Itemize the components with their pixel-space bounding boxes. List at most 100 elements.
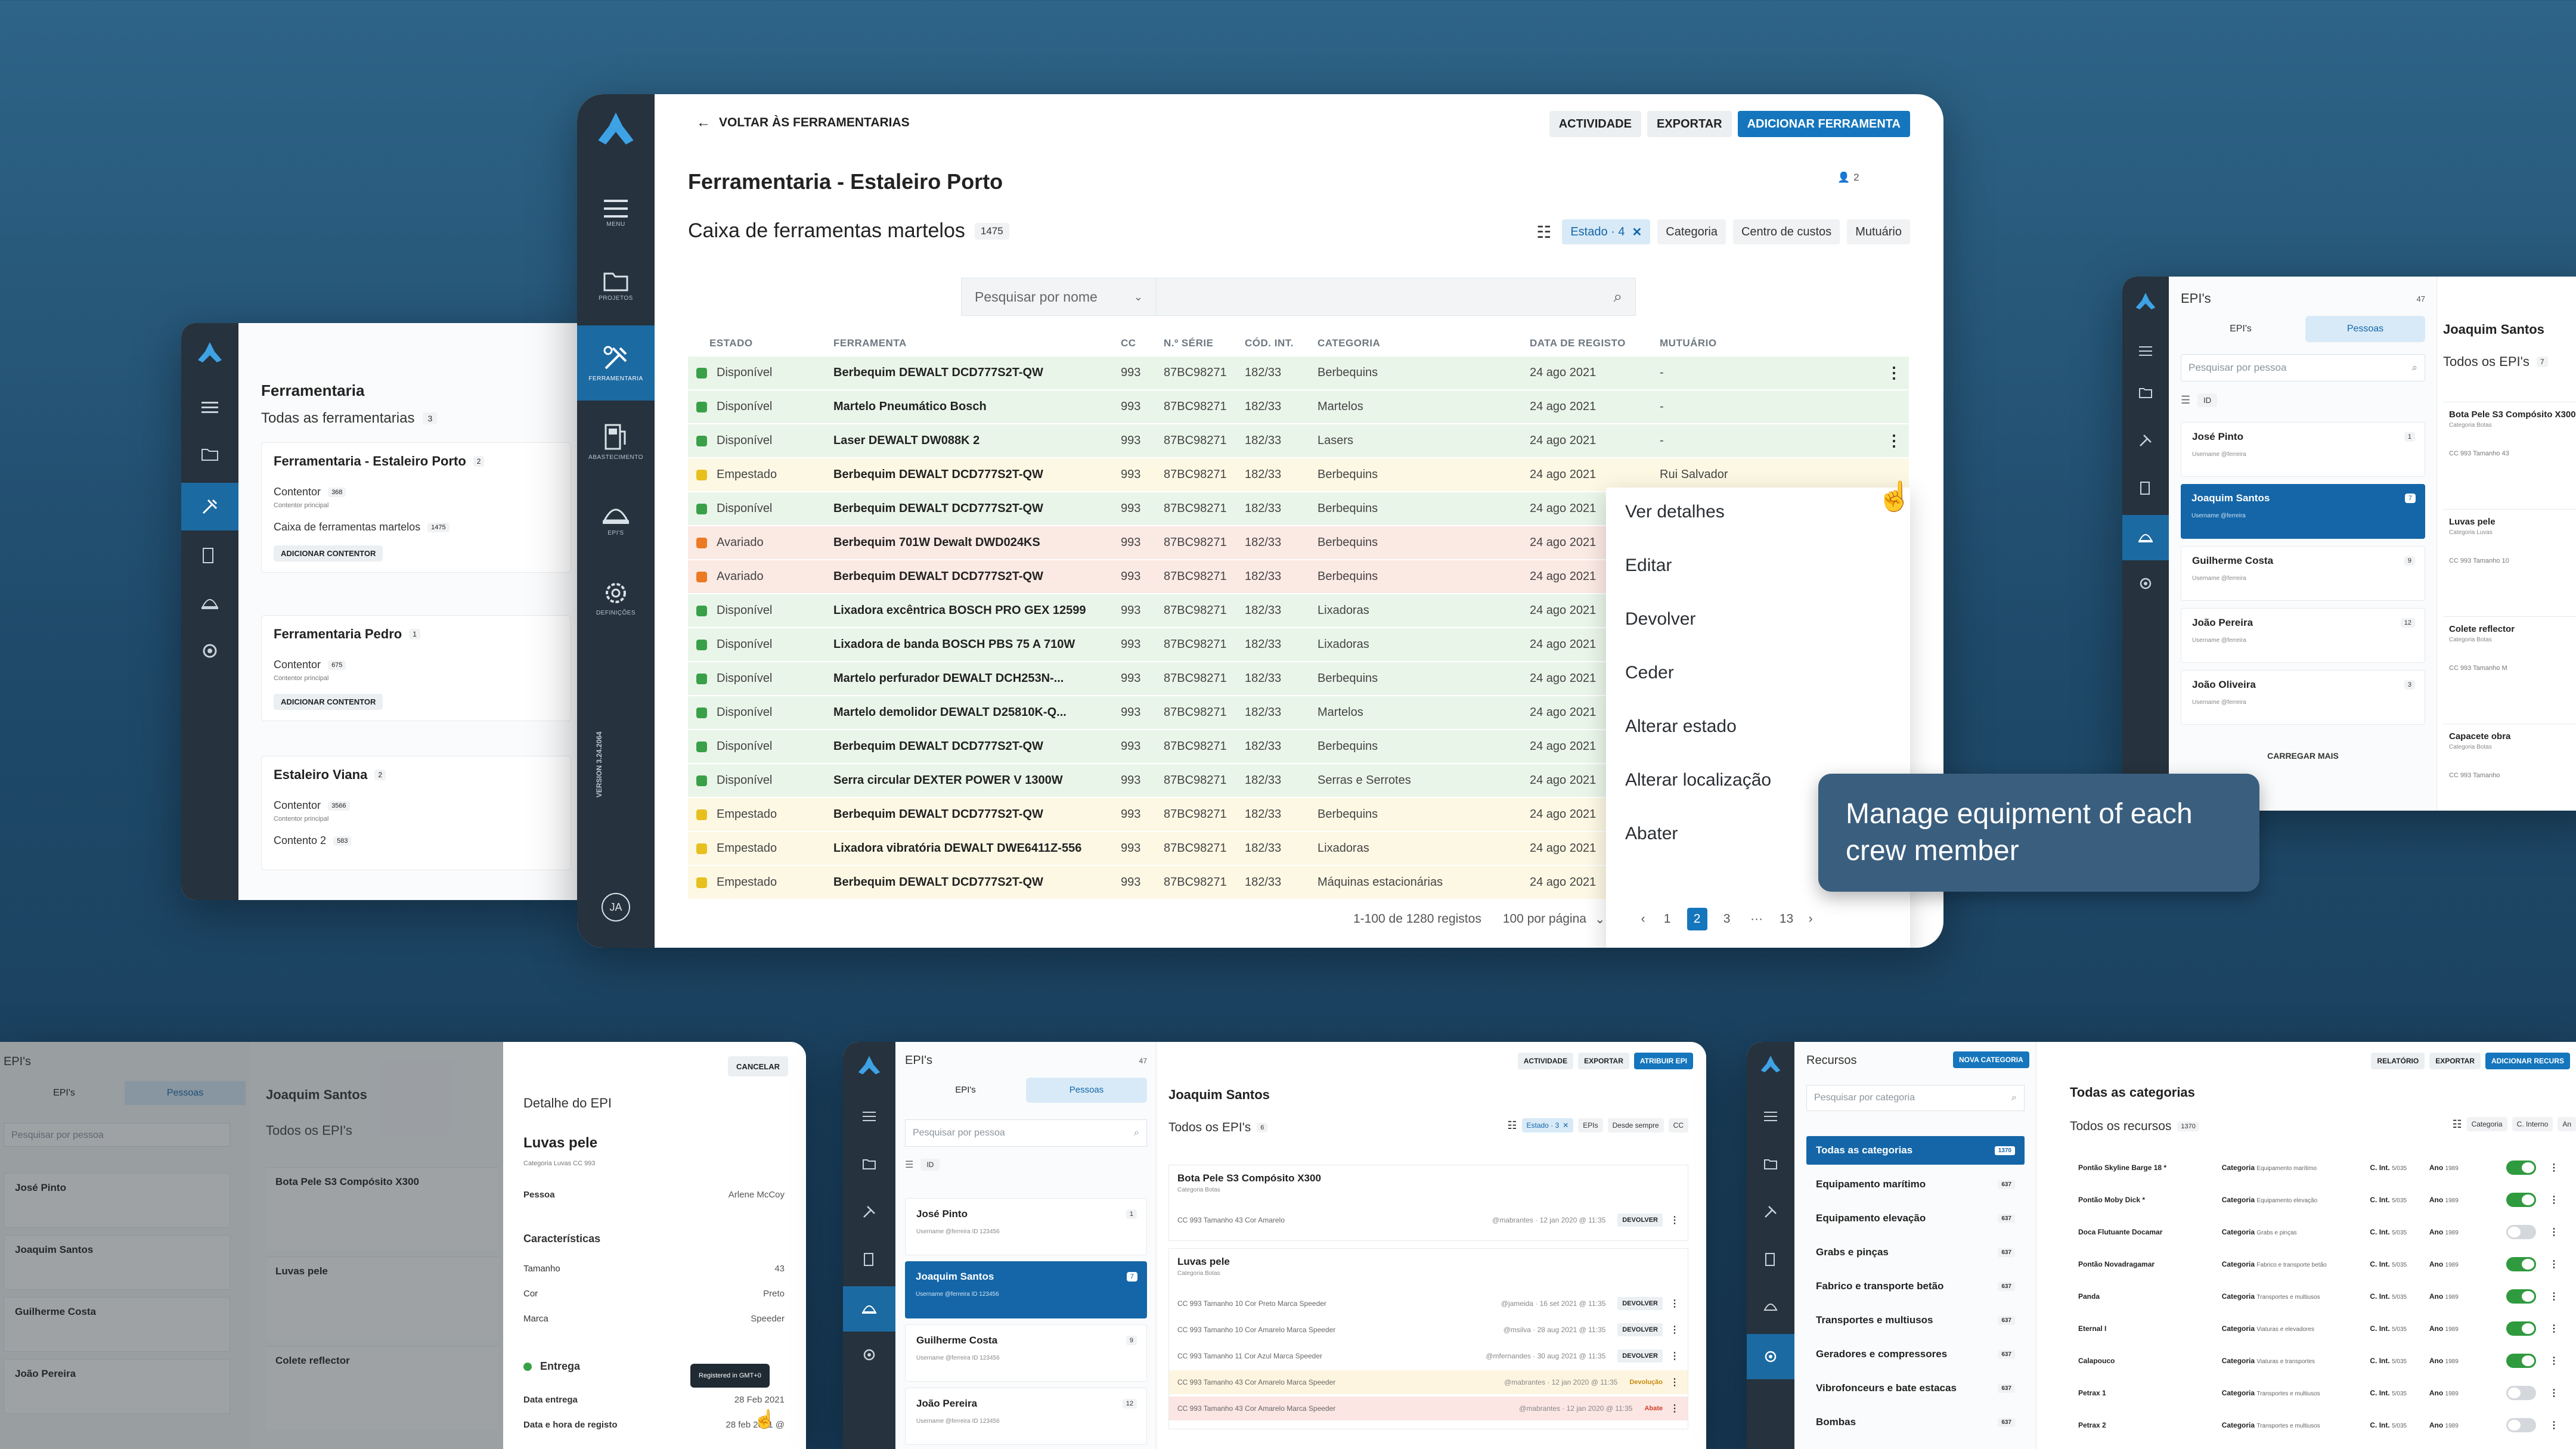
assignment-row[interactable]: CC 993 Tamanho 10 Cor Preto Marca Speede… xyxy=(1169,1292,1688,1315)
col-categoria[interactable]: CATEGORIA xyxy=(1318,337,1381,349)
helmet-icon[interactable] xyxy=(843,1286,895,1332)
epi-card[interactable]: Colete reflector xyxy=(266,1346,498,1429)
export-button[interactable]: EXPORTAR xyxy=(1578,1053,1629,1069)
status-toggle[interactable] xyxy=(2506,1225,2537,1239)
assign-epi-button[interactable]: ATRIBUIR EPI xyxy=(1633,1053,1693,1069)
resource-row[interactable]: Petrax 2 Categoria Transportes e multiuso… xyxy=(2070,1410,2559,1440)
more-icon[interactable]: ⋮ xyxy=(1670,1404,1679,1414)
menu-item[interactable]: Editar xyxy=(1625,556,1672,575)
folder-icon[interactable] xyxy=(1747,1149,1794,1179)
col-ferramenta[interactable]: FERRAMENTA xyxy=(833,337,907,349)
category-item[interactable]: Equipamento marítimo 637 xyxy=(1806,1170,2025,1199)
menu-icon[interactable] xyxy=(181,390,238,426)
resource-row[interactable]: Panda Categoria Transportes e multiusos C.… xyxy=(2070,1282,2559,1311)
helmet-icon[interactable] xyxy=(1747,1292,1794,1322)
id-chip[interactable]: ID xyxy=(920,1159,940,1171)
prev-page-icon[interactable]: ‹ xyxy=(1641,912,1645,926)
export-button[interactable]: EXPORTAR xyxy=(1647,111,1732,137)
tab-epis[interactable]: EPI's xyxy=(53,1088,75,1098)
resource-row[interactable]: Pontão Moby Dick * Categoria Equipamento … xyxy=(2070,1185,2559,1215)
folder-icon[interactable] xyxy=(181,436,238,472)
category-item[interactable]: Geradores e compressores 637 xyxy=(1806,1340,2025,1369)
assignment-row[interactable]: CC 993 Tamanho 43 Cor Amarelo Marca Spee… xyxy=(1169,1370,1688,1394)
tools-icon[interactable]: FERRAMENTARIA xyxy=(577,325,655,401)
assignment-row[interactable]: CC 993 Tamanho 43 Cor Amarelo Marca Spee… xyxy=(1169,1397,1688,1420)
epis-filter-chip[interactable]: EPIs xyxy=(1578,1118,1603,1132)
users-badge[interactable]: 👤 2 xyxy=(1837,172,1859,183)
ano-filter-chip[interactable]: An xyxy=(2558,1117,2576,1131)
col-cc[interactable]: CC xyxy=(1121,337,1136,349)
fuel-icon[interactable] xyxy=(1747,1245,1794,1274)
folder-icon[interactable] xyxy=(2122,378,2169,408)
epi-card[interactable]: Luvas pele Categoria Luvas CC 993 Tamanho … xyxy=(2443,509,2576,604)
more-icon[interactable]: ⋮ xyxy=(1670,1215,1679,1225)
more-icon[interactable]: ⋮ xyxy=(2549,1420,2559,1431)
category-item[interactable]: Vibrofonceurs e bate estacas 637 xyxy=(1806,1374,2025,1403)
assignment-row[interactable]: CC 993 Tamanho 11 Cor Azul Marca Speeder… xyxy=(1169,1344,1688,1368)
resource-row[interactable]: Pontão Skyline Barge 18 * Categoria Equip… xyxy=(2070,1153,2559,1183)
next-page-icon[interactable]: › xyxy=(1808,912,1813,926)
report-button[interactable]: RELATÓRIO xyxy=(2371,1053,2425,1069)
filter-icon[interactable]: ☷ xyxy=(1507,1119,1517,1131)
epi-card[interactable]: Bota Pele S3 Compósito X300 Categoria Bot… xyxy=(2443,402,2576,497)
resource-row[interactable]: Doca Flutuante Docamar Categoria Grabs e … xyxy=(2070,1217,2559,1247)
person-card[interactable]: Guilherme Costa xyxy=(4,1297,230,1352)
status-toggle[interactable] xyxy=(2506,1386,2537,1400)
col-mutuario[interactable]: MUTUÁRIO xyxy=(1660,337,1717,349)
export-button[interactable]: EXPORTAR xyxy=(2429,1053,2481,1069)
helmet-icon[interactable]: EPI'S xyxy=(577,488,655,553)
return-button[interactable]: DEVOLVER xyxy=(1617,1214,1663,1227)
col-serie[interactable]: N.º SÉRIE xyxy=(1164,337,1214,349)
person-card[interactable]: José Pinto Username @ferreira 1 xyxy=(2181,422,2425,477)
cc-filter-chip[interactable]: CC xyxy=(1668,1118,1688,1132)
estado-filter-chip[interactable]: Estado · 4 ✕ xyxy=(1562,219,1651,244)
person-card[interactable]: João Pereira Username @ferreira 12 xyxy=(2181,608,2425,663)
more-icon[interactable]: ⋮ xyxy=(1670,1377,1679,1388)
gear-icon[interactable]: DEFINIÇÕES xyxy=(577,565,655,631)
menu-item[interactable]: Abater xyxy=(1625,824,1678,843)
return-button[interactable]: DEVOLVER xyxy=(1617,1297,1663,1310)
container-item[interactable]: Caixa de ferramentas martelos 1475 xyxy=(274,521,559,533)
tools-icon[interactable] xyxy=(2122,426,2169,455)
more-icon[interactable]: ⋮ xyxy=(2549,1324,2559,1334)
table-row[interactable]: Disponível Laser DEWALT DW088K 2 993 87BC98… xyxy=(688,424,1909,457)
menu-item[interactable]: Ceder xyxy=(1625,663,1674,682)
helmet-icon[interactable] xyxy=(2122,515,2169,560)
tools-icon[interactable] xyxy=(843,1197,895,1227)
close-icon[interactable]: ✕ xyxy=(1563,1121,1569,1130)
status-toggle[interactable] xyxy=(2506,1354,2537,1368)
menu-icon[interactable] xyxy=(1747,1102,1794,1131)
person-card[interactable]: José Pinto Username @ferreira ID 123456 1 xyxy=(905,1198,1147,1255)
tool-room-card[interactable]: Estaleiro Viana 2 Contentor 3566 Contentor p… xyxy=(261,756,571,870)
category-search-input[interactable]: Pesquisar por categoria ⌕ xyxy=(1806,1085,2025,1111)
category-item[interactable]: Grabs e pinças 637 xyxy=(1806,1238,2025,1267)
person-card[interactable]: João Oliveira Username @ferreira 3 xyxy=(2181,670,2425,725)
category-item[interactable]: Todas as categorias 1370 xyxy=(1806,1136,2025,1165)
tools-icon[interactable] xyxy=(1747,1197,1794,1227)
page-button[interactable]: ··· xyxy=(1750,912,1763,926)
container-item[interactable]: Contentor 368 Contentor principal xyxy=(274,486,559,509)
col-data[interactable]: DATA DE REGISTO xyxy=(1530,337,1626,349)
container-item[interactable]: Contento 2 583 xyxy=(274,834,559,847)
resource-row[interactable]: Petrax 1 Categoria Transportes e multiuso… xyxy=(2070,1378,2559,1408)
cancel-button[interactable]: CANCELAR xyxy=(728,1056,788,1076)
page-button[interactable]: 2 xyxy=(1687,908,1707,930)
more-icon[interactable]: ⋮ xyxy=(1670,1325,1679,1335)
more-icon[interactable]: ⋮ xyxy=(2549,1388,2559,1398)
epi-card[interactable]: Bota Pele S3 Compósito X300 Categoria Bot… xyxy=(1168,1165,1688,1241)
tab-pessoas[interactable]: Pessoas xyxy=(125,1081,246,1105)
tab-epis[interactable]: EPI's xyxy=(955,1085,976,1095)
gear-icon[interactable] xyxy=(1747,1334,1794,1379)
filter-icon[interactable]: ☰ xyxy=(2181,394,2191,406)
assignment-row[interactable]: CC 993 Tamanho 10 Cor Amarelo Marca Spee… xyxy=(1169,1318,1688,1342)
more-icon[interactable]: ⋮ xyxy=(2549,1163,2559,1173)
activity-button[interactable]: ACTIVIDADE xyxy=(1517,1053,1574,1069)
resource-row[interactable]: Calapouco Categoria Viaturas e transporte… xyxy=(2070,1346,2559,1376)
epi-card[interactable]: Capacete obra Categoria Botas CC 993 Taman… xyxy=(2443,724,2576,811)
activity-button[interactable]: ACTIVIDADE xyxy=(1549,111,1641,137)
col-estado[interactable]: ESTADO xyxy=(709,337,753,349)
categoria-filter-chip[interactable]: Categoria xyxy=(2466,1117,2507,1131)
person-card[interactable]: Joaquim Santos Username @ferreira 7 xyxy=(2181,484,2425,539)
person-search-input[interactable]: Pesquisar por pessoa ⌕ xyxy=(2181,354,2425,381)
more-icon[interactable]: ⋮ xyxy=(1886,432,1902,449)
